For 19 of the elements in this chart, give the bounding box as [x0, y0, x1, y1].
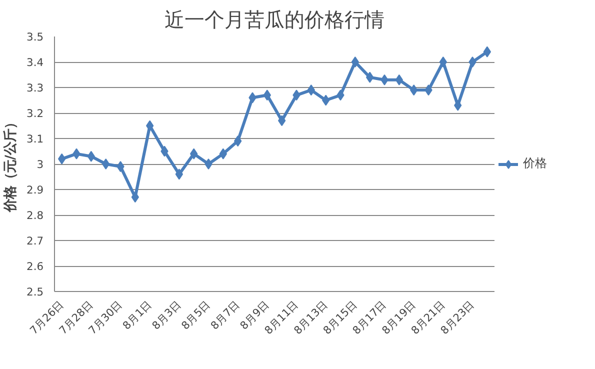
- point: [439, 56, 447, 68]
- y-tick-label: 3.2: [26, 107, 44, 120]
- point: [102, 158, 110, 170]
- y-tick-label: 2.8: [26, 209, 44, 222]
- point: [204, 158, 212, 170]
- point: [468, 56, 476, 68]
- y-tick-label: 2.9: [26, 184, 44, 196]
- y-tick-label: 2.7: [26, 234, 44, 248]
- y-axis-title: 价格（元/公斤）: [2, 116, 19, 213]
- y-tick-label: 3.4: [26, 56, 44, 69]
- chart-title: 近一个月苦瓜的价格行情: [164, 8, 384, 32]
- legend-label: 价格: [523, 155, 547, 172]
- point: [351, 56, 359, 68]
- y-tick-label: 2.5: [26, 286, 44, 298]
- y-tick-label: 2.6: [26, 260, 44, 273]
- y-tick-label: 3.5: [26, 30, 44, 44]
- y-tick-label: 3.1: [26, 132, 44, 146]
- y-tick-label: 3: [36, 158, 44, 171]
- y-tick-label: 3.3: [26, 82, 44, 94]
